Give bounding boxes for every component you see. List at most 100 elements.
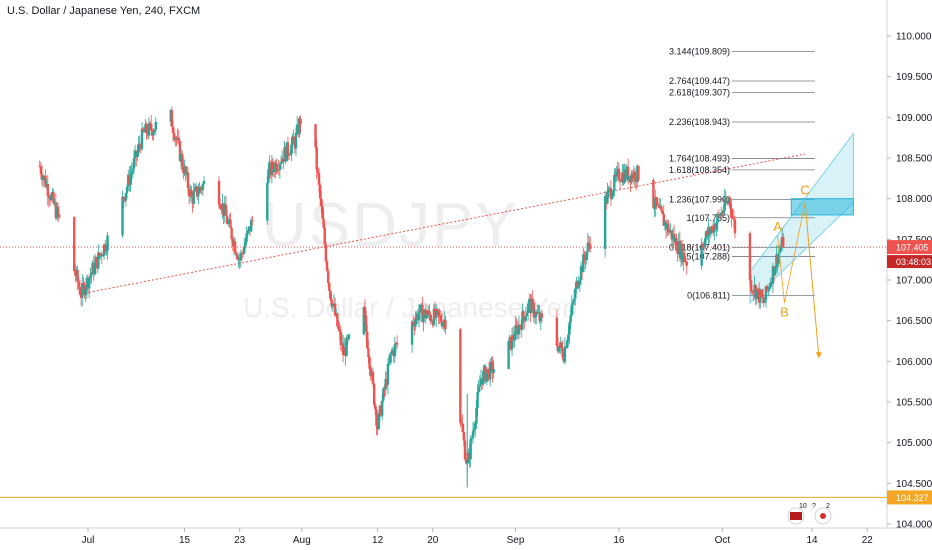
candle-body xyxy=(318,184,322,199)
candle-body xyxy=(716,213,719,223)
candle-body xyxy=(439,315,443,322)
candle-body xyxy=(141,128,145,131)
candle-body xyxy=(530,299,533,314)
candle-body xyxy=(197,193,200,197)
candle-body xyxy=(613,174,616,191)
candle-body xyxy=(732,217,736,220)
y-tick-label: 110.000 xyxy=(896,32,932,43)
candle-body xyxy=(347,334,351,340)
candle-body xyxy=(749,280,753,292)
chart-title: U.S. Dollar / Japanese Yen, 240, FXCM xyxy=(7,5,201,17)
candle-body xyxy=(225,215,229,224)
candle-body xyxy=(271,161,275,170)
candle-body xyxy=(724,197,728,204)
candle-body xyxy=(386,363,390,385)
candle-body xyxy=(326,270,330,284)
candle-body xyxy=(522,311,525,317)
candle-body xyxy=(292,136,295,141)
candle-body xyxy=(323,227,326,245)
candle-body xyxy=(761,296,764,298)
candle-body xyxy=(389,354,392,363)
candle-body xyxy=(333,303,337,316)
candle-body xyxy=(39,166,43,174)
candle-body xyxy=(521,311,524,330)
x-tick-label: 14 xyxy=(806,535,818,546)
candle-body xyxy=(362,307,366,335)
candle-body xyxy=(177,137,180,141)
candle-body xyxy=(224,204,228,216)
candle-body xyxy=(421,304,424,323)
candle-body xyxy=(424,309,428,319)
countdown-label: 03:48:03 xyxy=(896,257,931,267)
candle-body xyxy=(244,241,247,247)
candle-body xyxy=(150,123,153,131)
candle-body xyxy=(89,275,92,279)
candle-body xyxy=(610,196,614,199)
fib-level-label: 2.236(108.943) xyxy=(669,117,730,127)
candle-body xyxy=(557,347,561,352)
candle-body xyxy=(130,171,133,175)
candle-body xyxy=(236,255,239,260)
candle-body xyxy=(372,383,376,405)
x-tick-label: 12 xyxy=(372,535,384,546)
candle-body xyxy=(752,291,755,293)
candle-body xyxy=(589,244,592,249)
fib-level-label: 2.764(109.447) xyxy=(669,76,730,86)
candle-body xyxy=(233,241,237,253)
candle-body xyxy=(172,133,176,140)
candle-body xyxy=(279,162,283,164)
candle-body xyxy=(661,210,664,214)
candle-body xyxy=(97,252,100,269)
projection-arrow xyxy=(815,352,822,359)
fib-level-label: 0.618(107.401) xyxy=(669,242,730,252)
candle-body xyxy=(518,324,522,326)
candle-body xyxy=(482,370,485,385)
candle-body xyxy=(325,261,329,271)
wave-bc-line xyxy=(784,202,806,303)
candle-body xyxy=(702,246,706,248)
candle-body xyxy=(56,206,60,215)
candle-body xyxy=(607,189,610,192)
candle-body xyxy=(429,314,432,321)
candle-body xyxy=(536,311,539,313)
candle-body xyxy=(701,244,705,247)
candle-body xyxy=(104,244,107,252)
fib-level-label: 1.764(108.493) xyxy=(669,154,730,164)
candle-body xyxy=(337,326,340,330)
candle-body xyxy=(322,218,325,228)
candle-body xyxy=(568,322,571,335)
candle-body xyxy=(136,151,139,158)
x-tick-label: Jul xyxy=(82,535,95,546)
y-tick-label: 109.500 xyxy=(896,72,932,83)
candle-body xyxy=(685,261,688,266)
candle-body xyxy=(459,329,462,423)
x-tick-label: 16 xyxy=(613,535,625,546)
candle-body xyxy=(125,186,129,194)
candle-body xyxy=(767,287,770,291)
candle-body xyxy=(620,181,623,183)
candle-body xyxy=(328,283,331,291)
candle-body xyxy=(371,371,375,384)
x-tick-label: 23 xyxy=(234,535,246,546)
candle-body xyxy=(436,308,439,311)
candle-body xyxy=(441,322,445,327)
candle-body xyxy=(229,219,232,228)
candle-body xyxy=(132,158,136,169)
candle-body xyxy=(470,437,474,439)
x-tick-label: 15 xyxy=(179,535,191,546)
candle-body xyxy=(709,230,713,234)
candle-body xyxy=(320,198,323,207)
candle-body xyxy=(152,131,155,136)
candle-body xyxy=(655,197,659,205)
candle-body xyxy=(507,340,510,369)
candle-body xyxy=(715,222,718,230)
jp-flag-dot xyxy=(820,513,826,519)
candle-body xyxy=(374,404,377,410)
candle-body xyxy=(534,311,538,317)
candle-body xyxy=(570,304,574,315)
candle-body xyxy=(684,261,687,263)
candle-body xyxy=(246,230,249,234)
candle-body xyxy=(329,290,332,300)
